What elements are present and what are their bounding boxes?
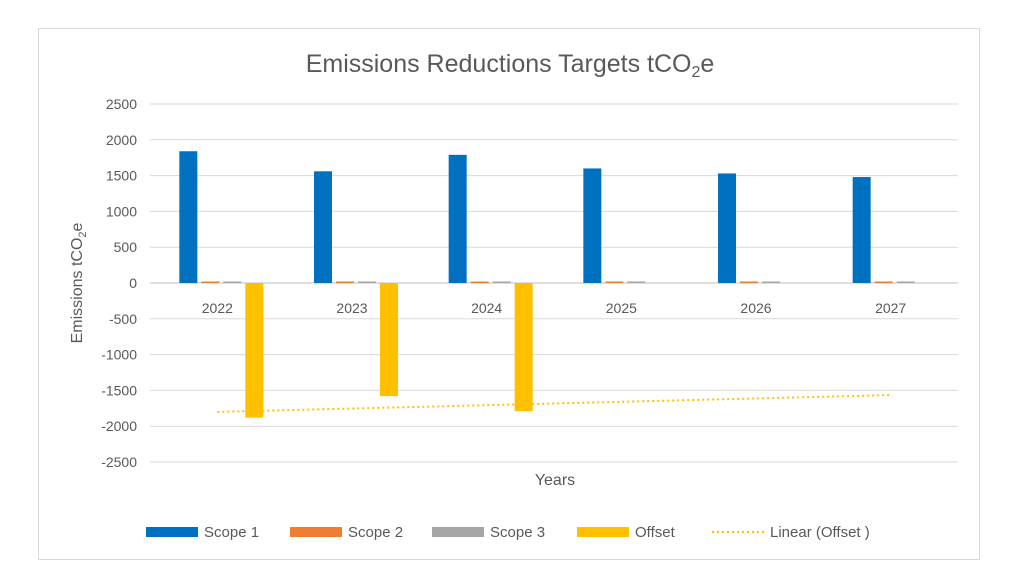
bar-scope-1 [314, 171, 332, 283]
chart-frame [38, 28, 980, 560]
legend-label: Offset [635, 524, 676, 541]
y-tick-label: -2000 [101, 418, 137, 434]
y-tick-label: 2500 [106, 96, 137, 112]
bar-scope-3 [492, 281, 511, 283]
bar-scope-2 [605, 281, 624, 283]
legend-label: Linear (Offset ) [770, 524, 870, 541]
bar-scope-2 [740, 281, 758, 283]
x-tick-label: 2026 [740, 300, 771, 316]
gridlines [150, 103, 958, 463]
legend-swatch [290, 527, 342, 537]
bar-scope-2 [874, 281, 893, 283]
bar-scope-2 [201, 281, 220, 283]
x-tick-label: 2027 [875, 300, 906, 316]
bar-scope-3 [223, 281, 242, 283]
y-tick-label: 500 [114, 239, 138, 255]
trendline [217, 394, 891, 413]
legend-label: Scope 3 [490, 524, 545, 541]
legend-swatch [432, 527, 484, 537]
y-axis-label: Emissions tCO2e [69, 222, 89, 343]
y-tick-label: 1000 [106, 203, 137, 219]
legend-swatch [146, 527, 198, 537]
labels: 2500 2000 1500 1000 500 0 -500 -1000 -1500 -2000 -… [101, 96, 906, 470]
y-tick-label: -1500 [101, 382, 137, 398]
y-tick-label: -1000 [101, 347, 137, 363]
bar-scope-3 [896, 281, 915, 283]
legend-label: Scope 1 [204, 524, 259, 541]
x-tick-label: 2022 [202, 300, 233, 316]
bar-scope-1 [718, 173, 736, 283]
y-tick-label: -2500 [101, 454, 137, 470]
x-tick-label: 2024 [471, 300, 502, 316]
x-axis-label: Years [535, 472, 575, 489]
x-tick-label: 2023 [336, 300, 367, 316]
bar-scope-2 [470, 281, 489, 283]
bar-scope-3 [627, 281, 646, 283]
bar-scope-2 [336, 281, 354, 283]
y-tick-label: -500 [109, 311, 137, 327]
bars [179, 151, 915, 418]
bar-scope-1 [852, 177, 871, 283]
chart-title: Emissions Reductions Targets tCO2e [306, 50, 715, 81]
bar-offset [514, 283, 533, 412]
legend: Scope 1 Scope 2 Scope 3 Offset Linear (Offse… [146, 524, 870, 541]
bar-scope-1 [179, 151, 198, 283]
bar-scope-3 [358, 281, 376, 283]
y-tick-label: 0 [129, 275, 137, 291]
legend-swatch [577, 527, 629, 537]
bar-scope-1 [448, 154, 467, 283]
y-tick-label: 2000 [106, 132, 137, 148]
bar-offset [380, 283, 398, 397]
bar-scope-1 [583, 168, 602, 283]
legend-label: Scope 2 [348, 524, 403, 541]
trendline-group [217, 394, 891, 413]
x-tick-label: 2025 [606, 300, 637, 316]
bar-scope-3 [762, 281, 780, 283]
bar-offset [245, 283, 264, 418]
y-tick-label: 1500 [106, 168, 137, 184]
